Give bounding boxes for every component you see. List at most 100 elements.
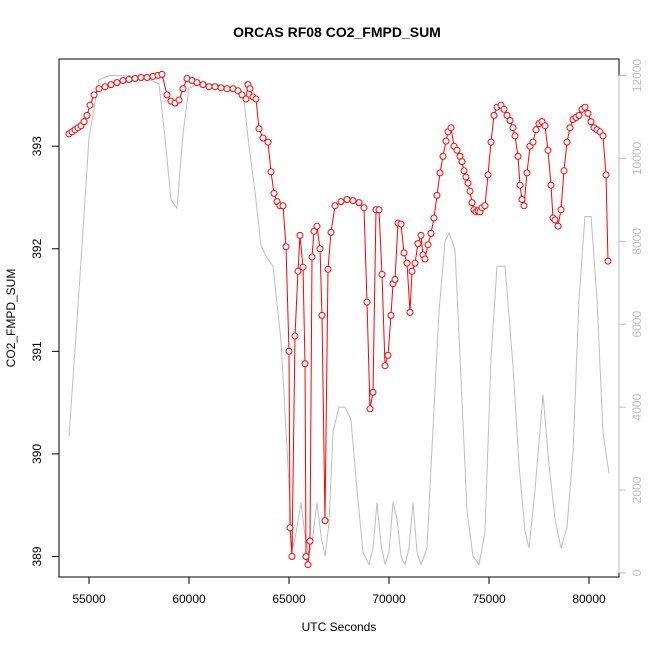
co2-point [466, 187, 474, 195]
co2-point [217, 84, 225, 92]
co2-point [575, 111, 583, 119]
co2-points [65, 70, 612, 569]
co2-point [453, 146, 461, 154]
co2-point [557, 206, 565, 214]
co2-point [360, 204, 368, 212]
co2-point [541, 122, 549, 130]
co2-point [107, 81, 115, 89]
x-axis-label: UTC Seconds [302, 620, 377, 634]
x-tick-label: 55000 [72, 592, 106, 606]
co2-point [291, 332, 299, 340]
y-axis-left: 389 390 391 392 393 [30, 136, 60, 567]
y-tick-label: 392 [30, 238, 44, 258]
co2-point [158, 70, 166, 78]
co2-point [316, 245, 324, 253]
co2-point [518, 196, 526, 203]
co2-point [313, 222, 321, 230]
co2-point [310, 227, 318, 235]
co2-point [520, 202, 528, 210]
co2-point [143, 74, 151, 81]
co2-point [462, 173, 470, 181]
co2-point [511, 132, 519, 140]
co2-point [544, 146, 552, 154]
y2-tick-label: 10000 [630, 141, 644, 175]
co2-point [337, 198, 345, 206]
co2-point [331, 202, 339, 210]
co2-point [193, 79, 201, 87]
co2-point [288, 553, 296, 560]
y2-tick-label: 4000 [630, 393, 644, 420]
co2-point [375, 206, 383, 214]
co2-point [566, 124, 574, 132]
co2-point [211, 83, 219, 91]
co2-point [421, 255, 429, 263]
y2-tick-label: 0 [630, 569, 644, 576]
co2-point [205, 83, 213, 91]
plot-frame [58, 58, 620, 578]
co2-point [163, 91, 171, 99]
co2-point [308, 253, 316, 261]
co2-point [234, 87, 242, 95]
co2-point [468, 199, 476, 207]
co2-point [436, 169, 444, 177]
co2-point [259, 134, 267, 142]
x-axis: 55000 60000 65000 70000 75000 80000 [72, 576, 606, 606]
co2-point [355, 199, 363, 207]
co2-point [327, 228, 335, 236]
co2-point [86, 101, 94, 109]
co2-point [384, 351, 392, 359]
co2-point [299, 263, 307, 271]
co2-point [500, 105, 508, 113]
co2-point [324, 265, 332, 273]
y2-tick-label: 2000 [630, 476, 644, 503]
co2-point [514, 152, 522, 160]
co2-point [503, 111, 511, 119]
y-tick-label: 390 [30, 444, 44, 464]
co2-point [137, 74, 145, 81]
co2-point [101, 83, 109, 91]
co2-point [223, 85, 231, 93]
co2-point [427, 229, 435, 237]
co2-point [460, 167, 468, 175]
co2-point [366, 405, 374, 413]
co2-point [547, 181, 555, 189]
y2-tick-label: 6000 [630, 311, 644, 338]
y-tick-label: 391 [30, 341, 44, 361]
co2-point [532, 126, 540, 134]
y2-tick-label: 8000 [630, 228, 644, 255]
co2-point [581, 103, 589, 111]
co2-point [270, 189, 278, 197]
co2-point [516, 181, 524, 189]
co2-point [487, 138, 495, 146]
co2-point [264, 138, 272, 146]
co2-point [304, 561, 312, 569]
co2-point [296, 231, 304, 239]
x-tick-label: 80000 [572, 592, 606, 606]
co2-point [131, 75, 139, 82]
co2-point [447, 124, 455, 132]
co2-point [199, 81, 207, 89]
co2-point [119, 77, 127, 84]
co2-point [255, 125, 263, 133]
y2-tick-label: 12000 [630, 59, 644, 93]
co2-point [602, 171, 610, 179]
co2-point [464, 179, 472, 187]
co2-point [529, 138, 537, 146]
co2-point [318, 311, 326, 319]
co2-point [403, 259, 411, 267]
co2-point [523, 169, 531, 177]
co2-point [391, 276, 399, 283]
co2-point [430, 214, 438, 222]
co2-point [506, 117, 514, 124]
co2-point [408, 267, 416, 275]
co2-point [113, 79, 121, 87]
co2-point [406, 308, 414, 316]
x-tick-label: 75000 [472, 592, 506, 606]
co2-point [80, 118, 88, 126]
co2-point [424, 241, 432, 249]
co2-point [554, 222, 562, 230]
co2-point [242, 95, 250, 103]
co2-point [458, 158, 466, 166]
y-axis-label: CO2_FMPD_SUM [4, 269, 18, 368]
co2-point [584, 109, 592, 117]
